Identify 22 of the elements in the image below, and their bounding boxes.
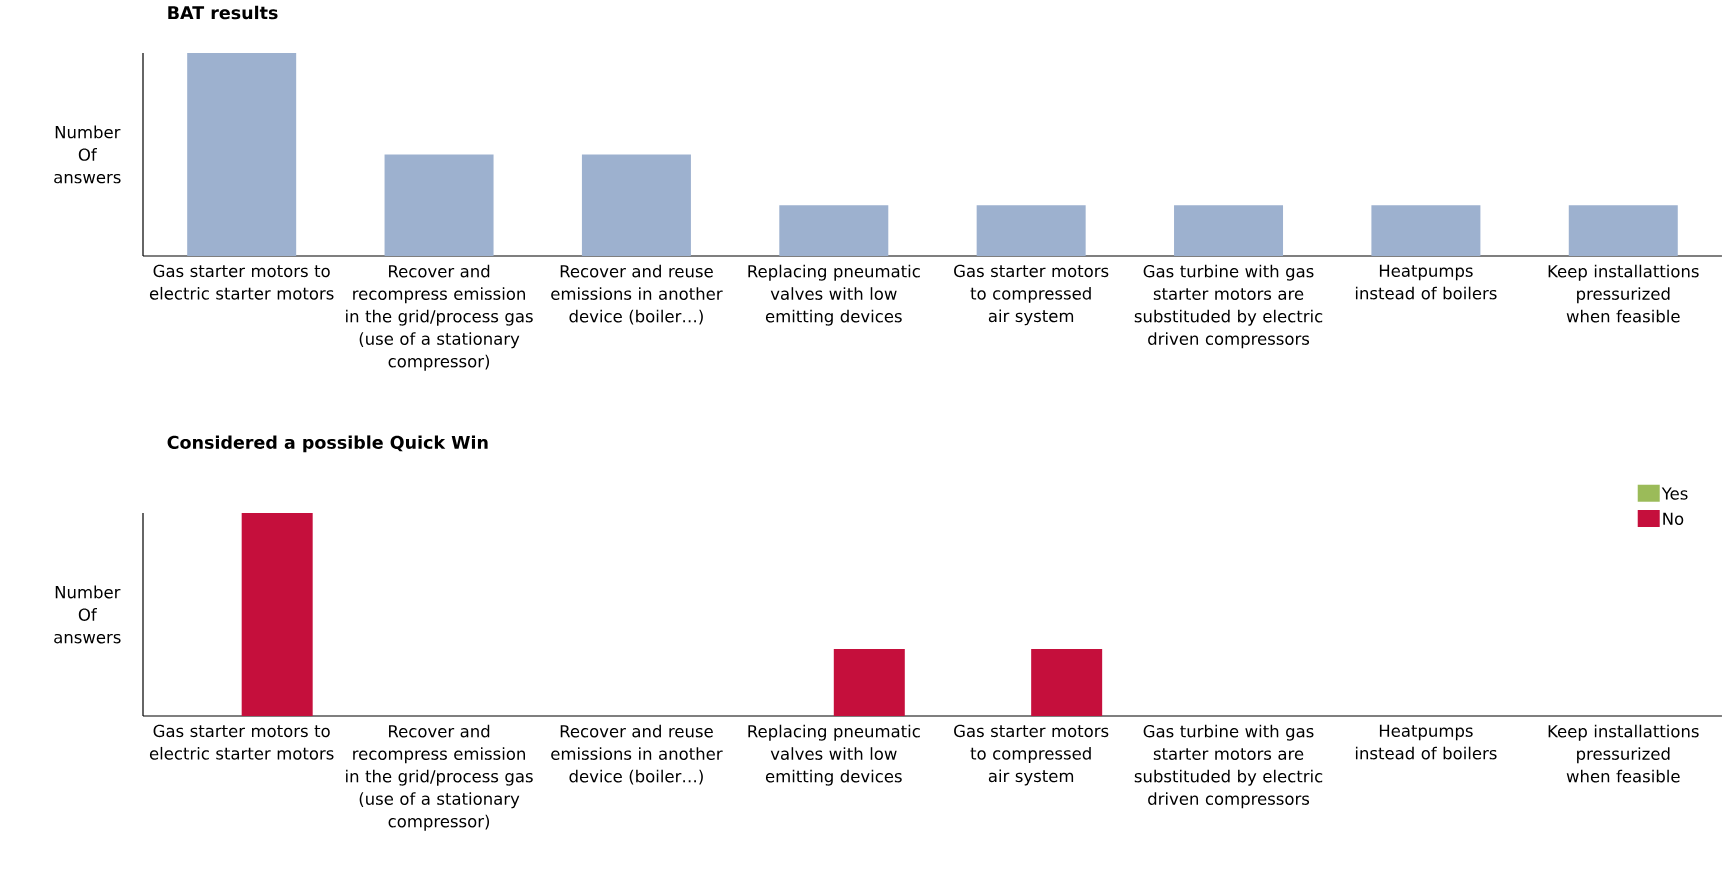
- x-tick-label: Heatpumps instead of boilers: [1355, 264, 1497, 300]
- x-tick-label: Gas starter motors to electric starter motors: [149, 264, 334, 300]
- x-tick-label: Replacing pneumatic valves with low emitting devices: [748, 724, 920, 786]
- x-tick-label: Keep installattions pressurized when feasible: [1548, 264, 1699, 323]
- legend-label: Yes: [1661, 487, 1688, 500]
- x-tick-label: Heatpumps instead of boilers: [1355, 724, 1497, 760]
- y-axis-title: Number Of answers: [54, 125, 121, 184]
- x-tick-label: Recover and recompress emission in the grid/process gas (use of a stationary compressor): [346, 724, 533, 831]
- x-tick-label: Gas starter motors to electric starter motors: [149, 724, 334, 760]
- x-tick-label: Gas turbine with gas starter motors are substituded by electric driven compressors: [1134, 264, 1323, 349]
- x-tick-label: Keep installattions pressurized when feasible: [1548, 724, 1699, 783]
- x-tick-label: Gas turbine with gas starter motors are substituded by electric driven compressors: [1134, 724, 1323, 809]
- x-tick-label: Recover and reuse emissions in another device (boiler…): [551, 724, 723, 785]
- x-tick-label: Replacing pneumatic valves with low emitting devices: [748, 264, 920, 326]
- x-tick-label: Recover and recompress emission in the grid/process gas (use of a stationary compressor): [346, 264, 533, 371]
- chart-title: BAT results: [168, 5, 278, 20]
- x-tick-label: Gas starter motors to compressed air system: [954, 264, 1109, 326]
- x-tick-label: Recover and reuse emissions in another device (boiler…): [551, 264, 723, 325]
- x-tick-label: Gas starter motors to compressed air system: [954, 724, 1109, 786]
- chart-title: Considered a possible Quick Win: [167, 435, 488, 453]
- legend-label: No: [1663, 512, 1684, 525]
- y-axis-title: Number Of answers: [54, 585, 121, 644]
